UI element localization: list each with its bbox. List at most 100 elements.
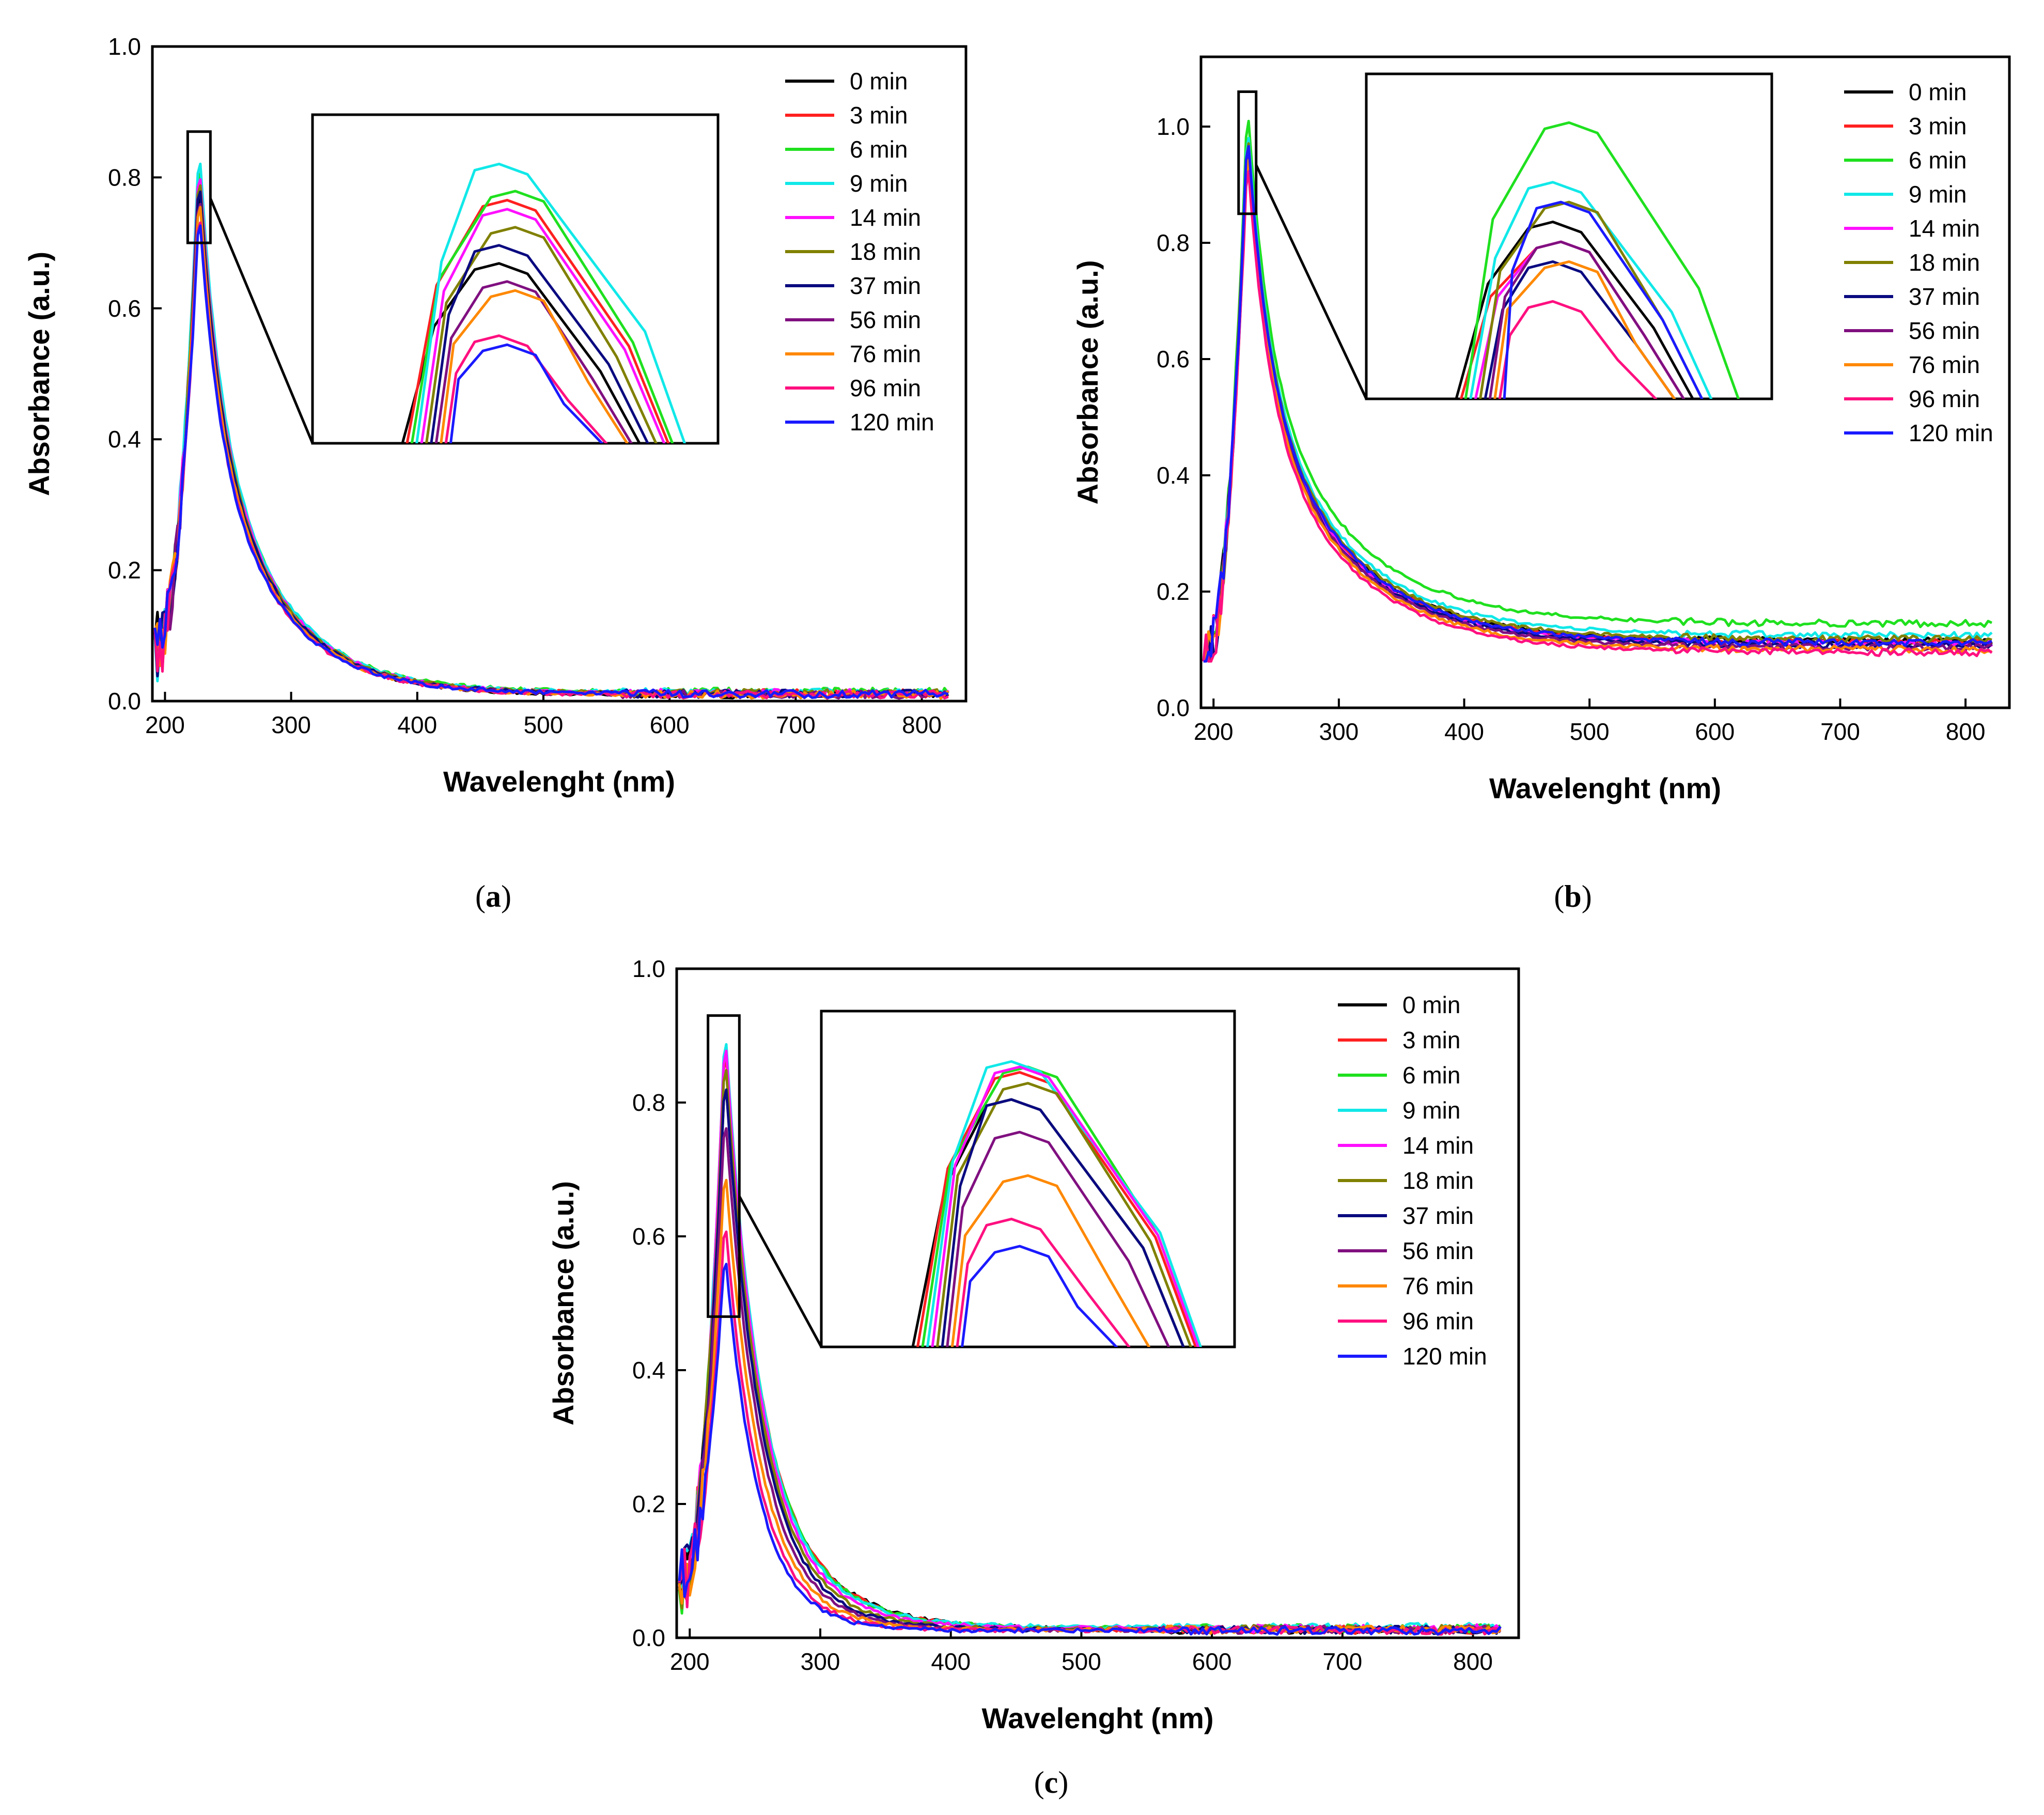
legend-label: 6 min [850, 136, 908, 163]
zoom-connector-line [738, 1196, 823, 1348]
x-tick-label: 200 [670, 1648, 710, 1675]
y-tick-label: 1.0 [108, 33, 141, 60]
y-tick-label: 1.0 [632, 955, 665, 982]
legend-label: 9 min [850, 170, 908, 197]
panel-caption: (b) [1554, 879, 1591, 913]
legend-label: 96 min [1402, 1308, 1474, 1335]
legend-label: 76 min [850, 340, 921, 367]
panel-caption: (c) [1034, 1765, 1069, 1800]
x-tick-label: 700 [1322, 1648, 1362, 1675]
legend-label: 76 min [1909, 351, 1980, 378]
legend-label: 9 min [1909, 181, 1967, 208]
legend-label: 56 min [850, 306, 921, 333]
inset-series-group [401, 162, 686, 443]
zoom-connector-line [1255, 164, 1368, 400]
y-tick-label: 0.0 [1157, 694, 1190, 721]
y-tick-label: 0.8 [108, 164, 141, 191]
legend-label: 14 min [850, 204, 921, 231]
x-tick-label: 200 [1194, 718, 1234, 745]
inset-series-line-76-min [440, 289, 629, 443]
legend-label: 3 min [1909, 113, 1967, 139]
inset-series-line-37-min [430, 244, 649, 443]
zoom-region-box [1237, 90, 1258, 215]
x-tick-label: 800 [1453, 1648, 1493, 1675]
y-tick-label: 1.0 [1157, 113, 1190, 140]
legend-label: 37 min [1402, 1202, 1474, 1229]
inset-series-line-56-min [1488, 240, 1686, 399]
x-axis-title: Wavelenght (nm) [981, 1702, 1213, 1734]
y-tick-label: 0.6 [632, 1223, 665, 1250]
legend-label: 18 min [850, 238, 921, 265]
legend-label: 0 min [850, 68, 908, 95]
inset-series-line-9-min [1469, 181, 1713, 399]
zoom-region-box [707, 1014, 741, 1318]
y-tick-label: 0.4 [1157, 462, 1190, 489]
inset-series-line-56-min [946, 1130, 1171, 1347]
legend-label: 76 min [1402, 1273, 1474, 1299]
zoom-connector-line [209, 197, 314, 444]
legend-label: 9 min [1402, 1097, 1460, 1124]
inset-series-line-9-min [926, 1060, 1202, 1347]
legend-label: 56 min [1909, 317, 1980, 344]
y-tick-label: 0.6 [108, 295, 141, 322]
inset-series-line-96-min [956, 1217, 1131, 1347]
legend-label: 18 min [1402, 1167, 1474, 1194]
inset-series-line-0-min [401, 262, 641, 443]
legend-label: 120 min [1402, 1343, 1487, 1370]
legend-label: 18 min [1909, 249, 1980, 276]
y-tick-label: 0.8 [1157, 229, 1190, 256]
inset-series-line-14-min [420, 208, 666, 443]
legend-label: 3 min [1402, 1027, 1460, 1053]
zoom-region-box [186, 130, 212, 244]
x-axis-title: Wavelenght (nm) [1489, 772, 1721, 804]
inset-series-line-18-min [425, 226, 658, 443]
legend: 0 min 3 min 6 min 9 min 14 min 18 min 37 min 56… [1844, 79, 1993, 446]
y-axis-title: Absorbance (a.u.) [23, 252, 55, 496]
legend-label: 56 min [1402, 1237, 1474, 1264]
series-line-6-min [1203, 119, 1993, 663]
x-tick-label: 600 [1192, 1648, 1232, 1675]
legend-label: 6 min [1402, 1062, 1460, 1089]
inset-frame [311, 113, 720, 445]
y-axis-title: Absorbance (a.u.) [1071, 260, 1104, 505]
y-tick-label: 0.2 [632, 1491, 665, 1517]
x-tick-label: 500 [524, 711, 564, 738]
x-tick-label: 500 [1062, 1648, 1101, 1675]
inset-series-line-18-min [936, 1082, 1192, 1347]
panel-c: 200 300 400 500 600 700 800 0.0 0.2 0.4 0.6 0.8 1.0 W… [547, 955, 1520, 1800]
series-line-96-min [1202, 170, 1993, 663]
inset-series-line-96-min [1498, 300, 1658, 399]
legend-label: 3 min [850, 102, 908, 129]
panel-caption: (a) [475, 879, 511, 913]
x-tick-label: 400 [1444, 718, 1484, 745]
inset-series-line-76-min [950, 1174, 1151, 1347]
plot-frame [151, 45, 968, 703]
inset-series-group [911, 1060, 1202, 1347]
inset-series-line-96-min [444, 334, 608, 443]
x-tick-label: 300 [801, 1648, 840, 1675]
x-axis-title: Wavelenght (nm) [443, 765, 675, 798]
x-tick-label: 600 [650, 711, 690, 738]
x-tick-label: 300 [271, 711, 311, 738]
legend-label: 120 min [1909, 420, 1993, 446]
y-tick-label: 0.0 [108, 688, 141, 715]
inset-series-line-120-min [1503, 200, 1704, 399]
inset-series-line-9-min [415, 162, 686, 443]
series-line-120-min [1203, 145, 1993, 663]
inset-series-line-14-min [931, 1065, 1200, 1347]
x-tick-label: 400 [397, 711, 437, 738]
inset-series-line-120-min [449, 343, 604, 443]
inset-series-line-76-min [1493, 260, 1676, 399]
legend: 0 min 3 min 6 min 9 min 14 min 18 min 37 min 56… [1338, 991, 1487, 1370]
y-tick-label: 0.2 [1157, 578, 1190, 605]
plot-frame [675, 967, 1520, 1639]
x-tick-label: 700 [776, 711, 816, 738]
legend-label: 0 min [1909, 79, 1967, 105]
x-tick-label: 400 [931, 1648, 971, 1675]
inset-series-group [1455, 121, 1740, 399]
y-tick-label: 0.0 [632, 1624, 665, 1651]
inset-frame [1365, 72, 1773, 400]
series-line-9-min [1202, 136, 1993, 663]
inset-series-line-120-min [961, 1245, 1118, 1347]
